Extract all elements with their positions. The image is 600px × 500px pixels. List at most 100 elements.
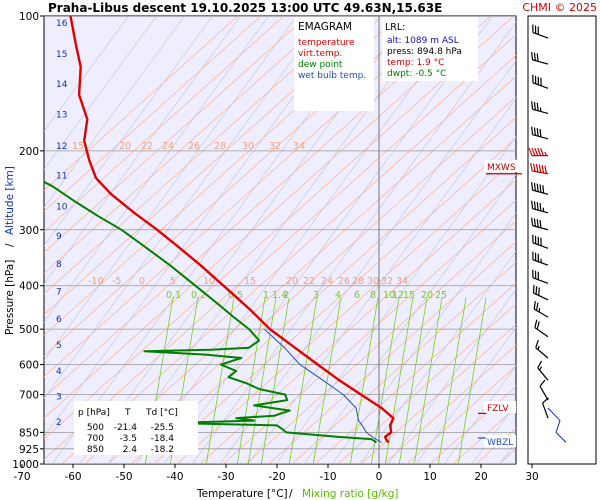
wind-barb-half-feather [544, 151, 547, 156]
mixing-ratio-line [205, 297, 235, 464]
wind-barb [532, 269, 549, 284]
mixing-ratio-line [384, 297, 414, 464]
lrl-heading: LRL: [385, 22, 405, 33]
theta-label-upper: 32 [269, 141, 281, 152]
altitude-tick-label: 14 [56, 80, 68, 90]
wind-barb-feather [531, 126, 534, 135]
altitude-tick-label: 12 [56, 142, 67, 152]
mixing-ratio-line [288, 297, 318, 464]
altitude-tick-label: 13 [56, 110, 67, 120]
wind-barb-feather [539, 128, 542, 137]
x-tick-label: -40 [166, 471, 183, 483]
y-tick-label: 300 [19, 225, 39, 237]
dry-adiabat-line [44, 16, 492, 419]
mixing-ratio-label: 6 [354, 290, 360, 301]
wind-barb-feather [536, 183, 539, 192]
wbzl-label-bg [484, 435, 516, 447]
lrl-dewpoint: dwpt: -0.5 °C [387, 69, 446, 79]
wind-barb-feather [536, 219, 539, 228]
fzlv-label-bg [484, 401, 516, 413]
wind-barb-feather [534, 147, 539, 156]
mixing-ratio-label: 25 [435, 290, 447, 301]
theta-label-lower: 20 [286, 276, 298, 287]
x-tick-label: -30 [217, 471, 234, 483]
wind-barb-half-feather [537, 345, 540, 350]
mixing-ratio-label: 8 [370, 290, 376, 301]
moist-adiabat-line [303, 174, 516, 464]
wind-barb [534, 319, 549, 338]
wind-barb-shaft [539, 385, 549, 401]
wind-barb-feather [535, 164, 539, 173]
wind-barb [532, 24, 549, 39]
mixing-ratio-label: 2 [283, 290, 289, 301]
mixing-ratio-label: 1.4 [272, 290, 287, 301]
wind-barb-feather [539, 184, 542, 193]
wind-barb-feather [531, 51, 534, 60]
mixing-ratio-label: 15 [403, 290, 415, 301]
y-axis-title-separator: / [4, 243, 16, 247]
moist-adiabat-line [359, 250, 516, 464]
summary-table-background [74, 401, 198, 455]
moist-adiabat-line [44, 16, 241, 285]
wind-barb [531, 126, 549, 140]
dry-adiabat-line [383, 344, 516, 464]
altitude-tick-label: 5 [56, 341, 62, 351]
y-tick-label: 600 [19, 360, 39, 372]
wind-barb-feather [536, 102, 539, 111]
theta-label-lower: 32 [381, 276, 393, 287]
lrl-pressure: press: 894.8 hPa [387, 47, 462, 57]
theta-label-lower: -5 [112, 276, 121, 287]
legend-dew-point: dew point [298, 60, 343, 70]
plot-area [43, 15, 517, 465]
dry-adiabat-line [245, 220, 516, 464]
x-axis-title-temperature: Temperature [°C] [196, 488, 288, 500]
moist-adiabat-line [443, 365, 516, 464]
wind-barb-shaft [541, 402, 549, 419]
y-tick-label: 100 [19, 11, 39, 23]
wind-barb [532, 285, 549, 301]
wbzl-label: WBZL [487, 438, 513, 448]
lrl-altitude: alt: 1089 m ASL [387, 36, 459, 46]
wind-barb [532, 251, 549, 266]
moist-adiabat-line [219, 59, 516, 464]
dry-adiabat-line [291, 261, 516, 464]
wind-barb [528, 147, 548, 157]
wind-barb-feather [534, 319, 538, 328]
theta-label-lower: 22 [303, 276, 315, 287]
wind-barb-feather [531, 147, 536, 156]
moist-adiabat-line [44, 16, 325, 400]
summary-header-temp: T [124, 408, 131, 418]
wind-barb-feather [533, 218, 536, 227]
wind-barb [537, 360, 549, 381]
wind-barb [531, 217, 549, 231]
altitude-tick-label: 6 [56, 315, 62, 325]
lrl-temperature: temp: 1.9 °C [387, 58, 444, 68]
altitude-tick-label: 10 [56, 203, 68, 213]
summary-header-dewpoint: Td [°C] [145, 408, 178, 418]
theta-label-upper: 22 [141, 141, 153, 152]
dry-adiabat-line [314, 282, 516, 464]
x-tick-label: 30 [525, 471, 538, 483]
summary-cell: 700 [87, 434, 104, 444]
mixing-ratio-label: 10 [383, 290, 395, 301]
mixing-ratio-lines [144, 297, 487, 464]
wind-barb [531, 200, 549, 214]
theta-label-lower: 28 [352, 276, 364, 287]
y-tick-label: 1000 [12, 459, 39, 471]
dry-adiabat-line [360, 324, 516, 464]
wind-barb-feather [538, 164, 542, 173]
wind-barb-feather [537, 147, 542, 156]
theta-label-lower: 10 [203, 276, 215, 287]
altitude-tick-label: 3 [56, 393, 62, 403]
y-tick-label: 400 [19, 281, 39, 293]
wind-barb-feather [531, 217, 534, 226]
wind-barb [535, 339, 549, 359]
moist-adiabat-line [44, 16, 129, 132]
moist-adiabat-line [331, 212, 516, 464]
theta-label-upper: 20 [119, 141, 131, 152]
dry-adiabat-line [406, 365, 516, 464]
wind-column [527, 15, 597, 465]
summary-cell: -21.4 [114, 423, 138, 433]
axes: -70 -60 -50 -40 -30 -20 -10 0 10 20 30100200300400… [12, 11, 538, 483]
